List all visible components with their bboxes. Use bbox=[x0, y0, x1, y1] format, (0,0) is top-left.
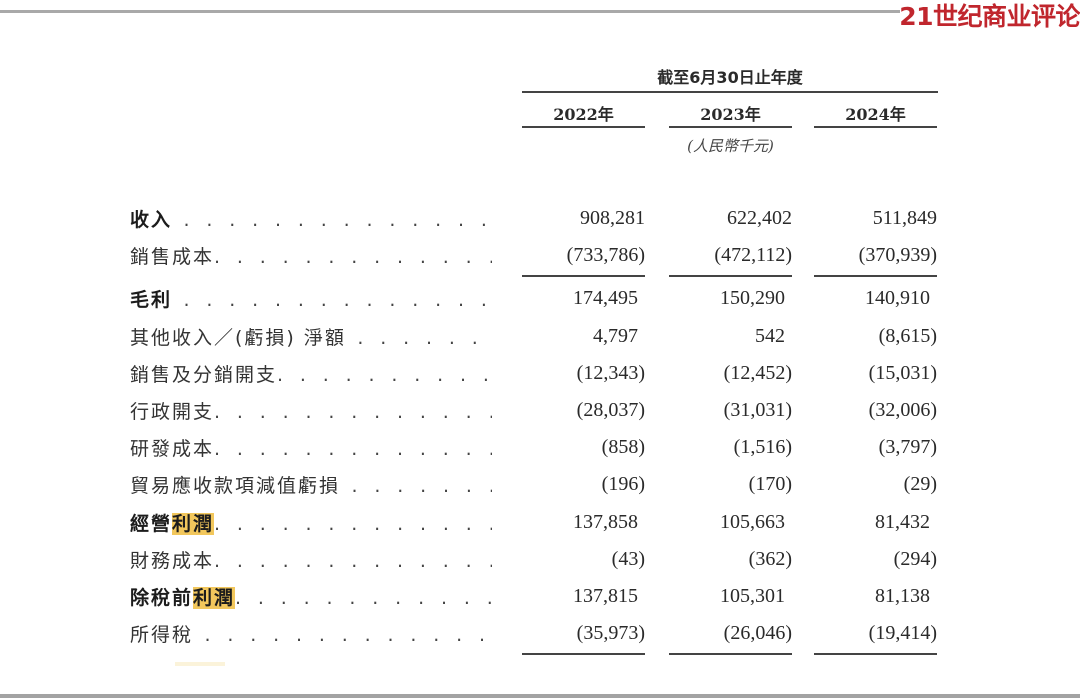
cell-2024: (32,006) bbox=[868, 398, 937, 421]
table-row-finance-costs: 財務成本. . . . . . . . . . . . . . . . . . … bbox=[0, 542, 1080, 579]
bottom-divider bbox=[0, 694, 1080, 698]
cell-2022: (12,343) bbox=[576, 361, 645, 384]
cell-2023: 150,290 bbox=[720, 287, 785, 310]
table-row-gross-profit: 毛利 . . . . . . . . . . . . . . . . . . .… bbox=[0, 281, 1080, 318]
row-label: 所得稅 . . . . . . . . . . . . . . . . . . … bbox=[130, 624, 492, 647]
cell-2024: (8,615) bbox=[878, 324, 937, 347]
cell-2022: 174,495 bbox=[573, 287, 638, 310]
cell-2023: 105,663 bbox=[720, 510, 785, 533]
highlighted-text: 利潤 bbox=[193, 586, 236, 609]
year-rule bbox=[669, 126, 792, 128]
cell-2022: (28,037) bbox=[576, 398, 645, 421]
row-label: 毛利 . . . . . . . . . . . . . . . . . . .… bbox=[130, 289, 492, 312]
cell-2023: (26,046) bbox=[669, 622, 792, 655]
cell-2022: 137,858 bbox=[573, 510, 638, 533]
cell-2022: (733,786) bbox=[522, 244, 645, 277]
year-label: 2024年 bbox=[845, 105, 906, 124]
cell-2023: 105,301 bbox=[720, 584, 785, 607]
period-header: 截至6月30日止年度 bbox=[657, 68, 803, 87]
unit-note: (人民幣千元) bbox=[687, 137, 774, 155]
year-rule bbox=[522, 126, 645, 128]
row-label: 財務成本. . . . . . . . . . . . . . . . . . … bbox=[130, 549, 492, 572]
cell-2023: (1,516) bbox=[733, 436, 792, 459]
cell-2024: (294) bbox=[893, 547, 937, 570]
table-row-admin-expenses: 行政開支. . . . . . . . . . . . . . . . . . … bbox=[0, 393, 1080, 430]
cell-2024: (19,414) bbox=[814, 622, 937, 655]
cell-2024: (370,939) bbox=[814, 244, 937, 277]
cell-2024: 81,138 bbox=[875, 584, 930, 607]
publisher-logo: 21世纪商业评论 bbox=[899, 2, 1080, 31]
highlighted-text: 利潤 bbox=[172, 512, 215, 535]
year-label: 2022年 bbox=[553, 105, 614, 124]
table-row-other-income: 其他收入／(虧損) 淨額 . . . . . . . . . . . . 4,7… bbox=[0, 319, 1080, 356]
table-row-selling-expenses: 銷售及分銷開支. . . . . . . . . . . . . . . . .… bbox=[0, 356, 1080, 393]
year-header-2024: 2024年 bbox=[814, 101, 937, 128]
row-label: 銷售成本. . . . . . . . . . . . . . . . . . … bbox=[130, 246, 492, 269]
year-header-2023: 2023年 bbox=[669, 101, 792, 128]
cell-2024: (3,797) bbox=[878, 436, 937, 459]
cell-2023: (31,031) bbox=[723, 398, 792, 421]
cell-2024: 81,432 bbox=[875, 510, 930, 533]
year-header-2022: 2022年 bbox=[522, 101, 645, 128]
cell-2022: 4,797 bbox=[593, 324, 638, 347]
cell-2023: 622,402 bbox=[727, 207, 792, 229]
row-label: 經營利潤. . . . . . . . . . . . . . . . . . … bbox=[130, 512, 492, 535]
cell-2022: (858) bbox=[601, 436, 645, 459]
cell-2023: (170) bbox=[748, 473, 792, 496]
row-label: 除稅前利潤. . . . . . . . . . . . . . . . . .… bbox=[130, 586, 492, 609]
row-label: 銷售及分銷開支. . . . . . . . . . . . . . . . .… bbox=[130, 363, 492, 386]
income-statement-table: 收入 . . . . . . . . . . . . . . . . . . .… bbox=[0, 201, 1080, 655]
table-row-rnd-costs: 研發成本. . . . . . . . . . . . . . . . . . … bbox=[0, 430, 1080, 467]
cell-2023: (362) bbox=[748, 547, 792, 570]
table-row-income-tax: 所得稅 . . . . . . . . . . . . . . . . . . … bbox=[0, 616, 1080, 655]
cell-2024: 511,849 bbox=[872, 207, 937, 229]
period-rule bbox=[522, 91, 938, 93]
row-label: 收入 . . . . . . . . . . . . . . . . . . .… bbox=[130, 209, 492, 231]
cell-2024: (15,031) bbox=[868, 361, 937, 384]
cell-2024: (29) bbox=[903, 473, 937, 496]
table-row-profit-before-tax: 除稅前利潤. . . . . . . . . . . . . . . . . .… bbox=[0, 579, 1080, 616]
cell-2023: (472,112) bbox=[669, 244, 792, 277]
cell-2022: (196) bbox=[601, 473, 645, 496]
year-label: 2023年 bbox=[700, 105, 761, 124]
cell-2023: 542 bbox=[755, 324, 785, 347]
row-label: 貿易應收款項減值虧損 . . . . . . . . . . . . bbox=[130, 475, 492, 498]
table-row-cost-of-sales: 銷售成本. . . . . . . . . . . . . . . . . . … bbox=[0, 238, 1080, 277]
cell-2022: (35,973) bbox=[522, 622, 645, 655]
cell-2024: 140,910 bbox=[865, 287, 930, 310]
cell-2022: (43) bbox=[611, 547, 645, 570]
row-label: 研發成本. . . . . . . . . . . . . . . . . . … bbox=[130, 438, 492, 461]
table-row-revenue: 收入 . . . . . . . . . . . . . . . . . . .… bbox=[0, 201, 1080, 238]
cell-2022: 137,815 bbox=[573, 584, 638, 607]
table-row-operating-profit: 經營利潤. . . . . . . . . . . . . . . . . . … bbox=[0, 505, 1080, 542]
cell-2022: 908,281 bbox=[580, 207, 645, 229]
faint-highlight-remnant bbox=[175, 662, 225, 666]
year-rule bbox=[814, 126, 937, 128]
row-label: 行政開支. . . . . . . . . . . . . . . . . . … bbox=[130, 400, 492, 423]
table-row-impairment-loss: 貿易應收款項減值虧損 . . . . . . . . . . . . (196)… bbox=[0, 467, 1080, 504]
cell-2023: (12,452) bbox=[723, 361, 792, 384]
top-divider bbox=[0, 10, 900, 13]
row-label: 其他收入／(虧損) 淨額 . . . . . . . . . . . . bbox=[130, 326, 492, 349]
